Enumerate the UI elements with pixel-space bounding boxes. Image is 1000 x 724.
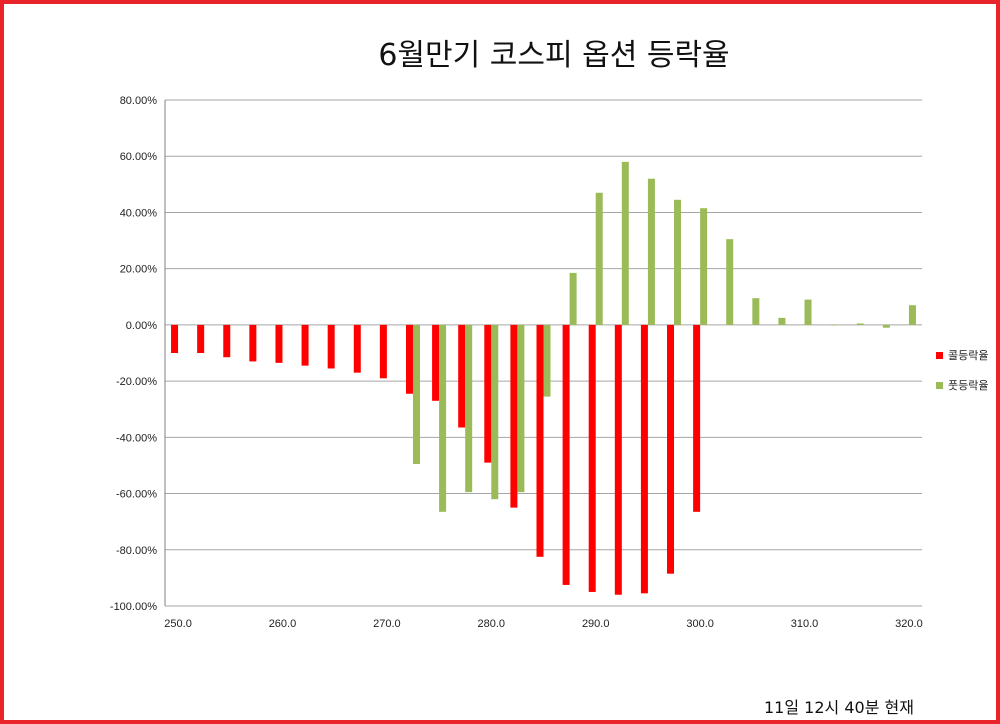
- legend-item-call: 콜등락율: [936, 340, 988, 370]
- bar-put: [726, 239, 734, 325]
- bar-call: [405, 324, 413, 394]
- bar-call: [614, 324, 622, 595]
- bar-put: [856, 323, 864, 325]
- bar-put: [595, 192, 603, 325]
- y-tick-label: -100.00%: [110, 601, 157, 613]
- gridlines: [164, 99, 922, 607]
- bar-call: [667, 324, 675, 574]
- x-tick-label: 290.0: [582, 618, 610, 630]
- bar-put: [700, 208, 708, 325]
- bar-call: [353, 324, 361, 373]
- y-axis-ticks: 80.00% 60.00% 40.00% 20.00% 0.00% -20.00% -40.…: [110, 95, 157, 613]
- chart-title: 6월만기 코스피 옵션 등락율: [378, 38, 730, 73]
- legend-label-put: 풋등락율: [948, 379, 989, 392]
- legend: 콜등락율 풋등락율: [936, 340, 988, 400]
- y-tick-label: 40.00%: [120, 207, 158, 219]
- bar-put: [752, 298, 760, 325]
- bar-put: [465, 324, 473, 493]
- x-tick-label: 250.0: [164, 618, 192, 630]
- bar-call: [640, 324, 648, 594]
- y-tick-label: -60.00%: [116, 489, 157, 501]
- bar-call: [562, 324, 570, 585]
- bar-call: [693, 324, 701, 512]
- bar-call: [223, 324, 231, 358]
- bar-put: [621, 161, 629, 325]
- y-tick-label: 0.00%: [126, 320, 157, 332]
- x-tick-label: 310.0: [791, 618, 819, 630]
- bar-call: [379, 324, 387, 379]
- bar-put: [439, 324, 447, 512]
- timestamp-note: 11일 12시 40분 현재: [764, 698, 914, 717]
- bar-call: [458, 324, 466, 428]
- bar-put: [908, 305, 916, 325]
- y-tick-label: 80.00%: [120, 95, 158, 107]
- y-tick-label: -40.00%: [116, 432, 157, 444]
- bar-put: [804, 299, 812, 325]
- bar-put: [647, 178, 655, 325]
- plot-area: 80.00% 60.00% 40.00% 20.00% 0.00% -20.00% -40.…: [110, 95, 923, 630]
- bar-put: [674, 199, 682, 325]
- bar-put: [543, 324, 551, 397]
- bar-put: [778, 317, 786, 325]
- legend-swatch-call: [936, 351, 943, 359]
- x-tick-label: 320.0: [895, 618, 923, 630]
- y-tick-label: 20.00%: [120, 264, 158, 276]
- bar-call: [197, 324, 205, 353]
- bar-call: [275, 324, 283, 363]
- bar-put: [569, 272, 577, 325]
- x-tick-label: 270.0: [373, 618, 401, 630]
- legend-label-call: 콜등락율: [948, 349, 989, 362]
- bar-put: [491, 324, 499, 500]
- y-tick-label: 60.00%: [120, 151, 158, 163]
- bar-call: [432, 324, 440, 401]
- legend-item-put: 풋등락율: [936, 370, 988, 400]
- bar-call: [327, 324, 335, 369]
- bar-call: [588, 324, 596, 592]
- x-tick-label: 260.0: [269, 618, 297, 630]
- y-tick-label: -80.00%: [116, 545, 157, 557]
- x-axis-ticks: 250.0 260.0 270.0 280.0 290.0 300.0 310.0 320.0: [164, 618, 922, 630]
- bar-put: [517, 324, 525, 493]
- x-tick-label: 300.0: [686, 618, 714, 630]
- bar-put: [882, 324, 890, 328]
- bar-call: [510, 324, 518, 508]
- bar-call: [171, 324, 179, 353]
- bar-call: [536, 324, 544, 557]
- bar-put: [830, 324, 838, 326]
- bar-call: [301, 324, 309, 366]
- bar-put: [412, 324, 420, 465]
- x-tick-label: 280.0: [478, 618, 506, 630]
- legend-swatch-put: [936, 381, 943, 389]
- y-tick-label: -20.00%: [116, 376, 157, 388]
- bar-call: [249, 324, 257, 362]
- bars: [171, 161, 916, 595]
- bar-call: [484, 324, 492, 463]
